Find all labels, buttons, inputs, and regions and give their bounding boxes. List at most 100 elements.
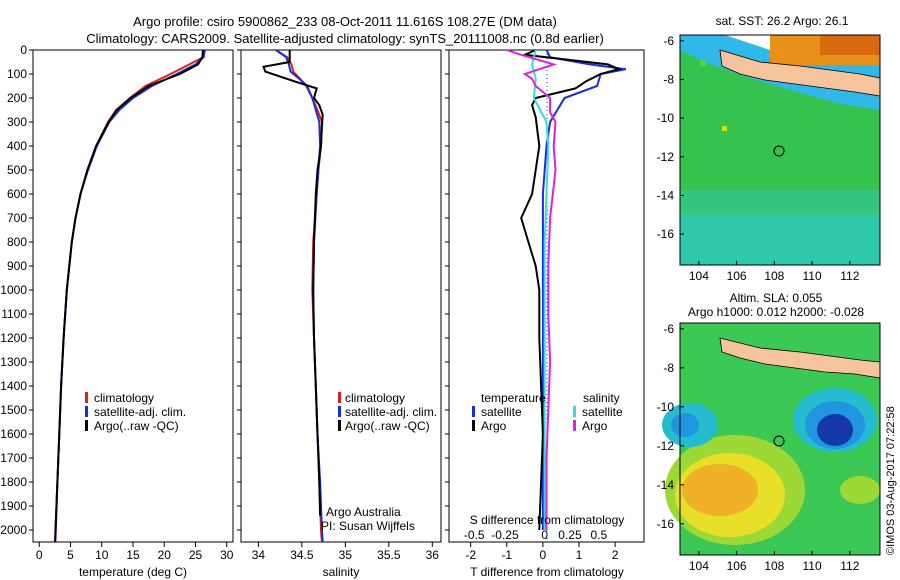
y-tick-label: 100 [7, 67, 27, 81]
sst-profile-marker [773, 145, 785, 157]
difference-series [506, 49, 627, 531]
y-tick-label: 500 [7, 163, 27, 177]
legend-s-argo-label: Argo(..raw -QC) [345, 419, 430, 433]
sla-map-title1: Altim. SLA: 0.055 [730, 291, 823, 305]
x-tick-label: 34 [252, 548, 266, 562]
lat-tick-label: -8 [663, 361, 674, 375]
x-tick-label: 34.5 [290, 548, 314, 562]
y-tick-label: 400 [7, 139, 27, 153]
x-tick-label: 2 [612, 548, 619, 562]
lat-tick-label: -10 [657, 400, 675, 414]
sla-profile-marker [773, 435, 785, 447]
diff-legend-salinity-title: salinity [583, 391, 620, 405]
legend-climatology-swatch [85, 392, 88, 403]
y-tick-label: 200 [7, 91, 27, 105]
salinity-x-label: salinity [323, 565, 360, 579]
credit-line1: Argo Australia [326, 505, 401, 519]
temperature-x-ticks: 0 5 10 15 20 25 30 [36, 542, 234, 562]
lon-tick-label: 106 [727, 269, 747, 283]
lat-tick-label: -10 [657, 111, 675, 125]
temperature-plot-frame [32, 49, 234, 543]
salinity-series [262, 49, 324, 543]
y-tick-label: 1200 [0, 331, 27, 345]
y-tick-label: 1400 [0, 379, 27, 393]
legend-s-satellite-swatch [338, 406, 341, 417]
salinity-panel: 34 34.5 35 35.5 36 salinity climatology sate… [237, 49, 442, 579]
y-tick-label: 1500 [0, 403, 27, 417]
y-tick-label: 700 [7, 211, 27, 225]
x-tick-label: 20 [158, 548, 172, 562]
y-tick-label: 1800 [0, 475, 27, 489]
temperature-x-label: temperature (deg C) [79, 565, 187, 579]
s-diff-tick-label: 0 [541, 528, 548, 542]
sst-map-title: sat. SST: 26.2 Argo: 26.1 [716, 14, 849, 28]
difference-x-ticks: -2 -1 0 1 2 [465, 542, 619, 562]
y-tick-label: 300 [7, 115, 27, 129]
t-diff-axis-label: T difference from climatology [470, 565, 624, 579]
s-diff-tick-label: -0.5 [464, 528, 485, 542]
land-java [719, 49, 881, 97]
x-tick-label: -2 [465, 548, 476, 562]
legend-s-climatology-label: climatology [345, 391, 405, 405]
s-diff-tick-label: 0.25 [558, 528, 582, 542]
y-tick-label: 1300 [0, 355, 27, 369]
salinity-x-ticks: 34 34.5 35 35.5 36 [252, 542, 440, 562]
x-tick-label: 0 [540, 548, 547, 562]
lat-tick-label: -6 [663, 322, 674, 336]
lon-tick-label: 108 [764, 559, 784, 573]
x-tick-label: 15 [126, 548, 140, 562]
lat-tick-label: -12 [657, 150, 675, 164]
series-line-argo-raw-qc- [262, 50, 324, 516]
y-tick-label: 2000 [0, 523, 27, 537]
lat-tick-label: -6 [663, 34, 674, 48]
salinity-plot-frame [240, 49, 442, 543]
lat-tick-label: -14 [657, 478, 675, 492]
imos-stamp: ©IMOS 03-Aug-2017 07:22:58 [885, 406, 897, 555]
header-line2: Climatology: CARS2009. Satellite-adjuste… [86, 31, 604, 46]
x-tick-label: -1 [501, 548, 512, 562]
diff-legend-t-satellite-label: satellite [481, 405, 522, 419]
salinity-diff-ticks: -0.5 -0.25 0 0.25 0.5 [464, 528, 608, 542]
temperature-series [53, 49, 206, 543]
diff-legend-s-satellite-swatch [573, 406, 576, 417]
lon-tick-label: 112 [840, 559, 859, 573]
depth-y-ticks: 0 100 200 300 400 500 600 700 800 900 1000 1100 1200… [0, 43, 33, 537]
difference-panel: -2 -1 0 1 2 -0.5 -0.25 0 0.25 0.5 temperature sa… [445, 49, 645, 579]
x-tick-label: 30 [220, 548, 234, 562]
lon-tick-label: 106 [727, 559, 747, 573]
lat-tick-label: -16 [657, 227, 675, 241]
series-line-salinity-satellite [531, 49, 550, 530]
y-tick-label: 900 [7, 259, 27, 273]
land-java-sla [719, 337, 881, 379]
sla-map-field [662, 323, 881, 555]
lat-tick-label: -12 [657, 439, 675, 453]
y-tick-label: 1900 [0, 499, 27, 513]
y-tick-label: 600 [7, 187, 27, 201]
x-tick-label: 5 [67, 548, 74, 562]
x-tick-label: 1 [576, 548, 583, 562]
lon-tick-label: 104 [689, 559, 709, 573]
lat-tick-label: -8 [663, 72, 674, 86]
lon-tick-label: 104 [689, 269, 709, 283]
sst-map-ticks: -6 -8 -10 -12 -14 -16 104 106 108 110 112 [657, 34, 860, 283]
lon-tick-label: 110 [803, 269, 822, 283]
sst-map-frame [679, 34, 881, 266]
lat-tick-label: -14 [657, 188, 675, 202]
y-tick-label: 1700 [0, 451, 27, 465]
y-tick-label: 1100 [1, 307, 27, 321]
legend-argo-label: Argo(..raw -QC) [94, 419, 179, 433]
diff-legend-s-argo-label: Argo [582, 419, 608, 433]
diff-legend-s-argo-swatch [573, 420, 576, 431]
lon-tick-label: 110 [803, 559, 822, 573]
x-tick-label: 0 [36, 548, 43, 562]
legend-argo-swatch [85, 420, 88, 431]
y-tick-label: 800 [7, 235, 27, 249]
x-tick-label: 36 [426, 548, 440, 562]
credit-line2: PI: Susan Wijffels [321, 519, 415, 533]
salinity-y-ticks [237, 49, 241, 531]
x-tick-label: 35 [339, 548, 353, 562]
sla-map-title2: Argo h1000: 0.012 h2000: -0.028 [688, 305, 864, 319]
sst-map: sat. SST: 26.2 Argo: 26.1 -6 -8 -10 -12 -14 -… [657, 14, 881, 283]
diff-legend-t-argo-label: Argo [481, 419, 507, 433]
